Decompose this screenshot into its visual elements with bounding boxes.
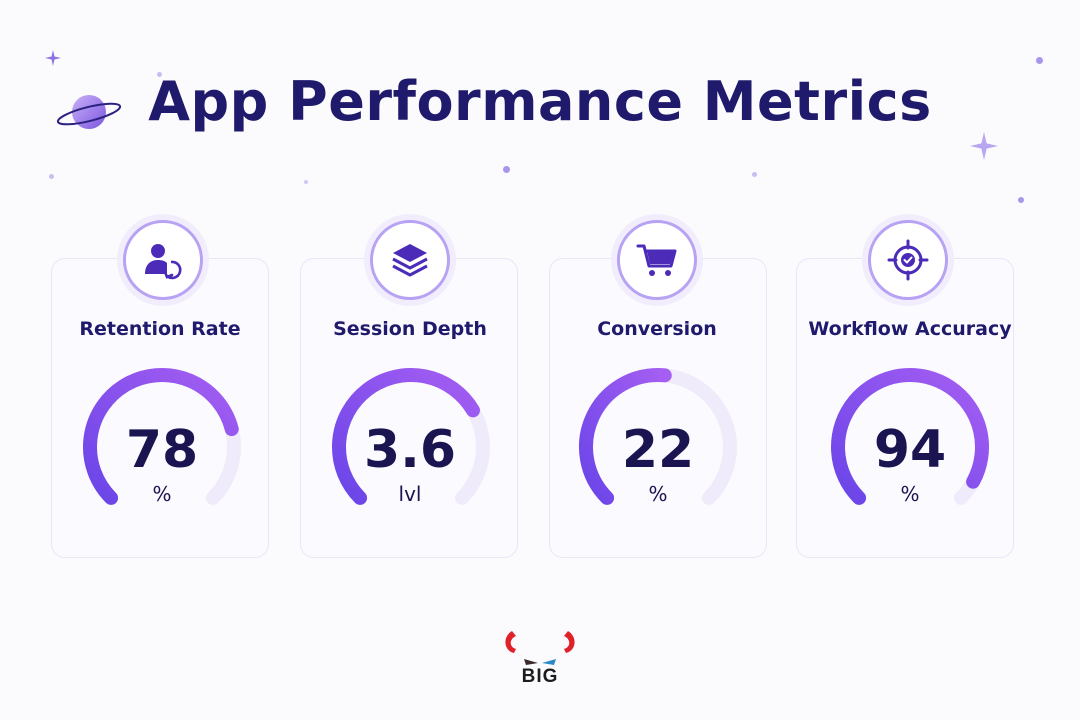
decor-dot [304, 180, 308, 184]
gauge-fill [579, 368, 672, 505]
metric-label: Workflow Accuracy [808, 318, 1012, 340]
gauge-fill [831, 368, 989, 505]
workflow-accuracy-gauge [831, 368, 989, 505]
metric-label: Conversion [597, 318, 717, 340]
retention-gauge [83, 368, 241, 505]
metric-icon-badge [868, 220, 948, 300]
metric-card-session-depth [300, 258, 518, 558]
brand-logo [505, 631, 575, 665]
decor-dot [1018, 197, 1024, 203]
metric-icon-badge [617, 220, 697, 300]
decor-dot [49, 174, 54, 179]
metric-unit: % [648, 482, 668, 506]
decor-dot [752, 172, 757, 177]
metric-value: 78 [125, 420, 199, 480]
metric-icon-badge [370, 220, 450, 300]
metric-value: 94 [873, 420, 947, 480]
metric-label: Retention Rate [79, 318, 241, 340]
metric-unit: % [900, 482, 920, 506]
layers-icon [392, 244, 428, 277]
metric-icon-badge [123, 220, 203, 300]
metric-value: 22 [621, 420, 695, 480]
metric-unit: lvl [398, 482, 422, 506]
conversion-gauge [579, 368, 737, 505]
metric-value: 3.6 [363, 420, 457, 480]
metric-card-conversion [549, 258, 767, 558]
metric-card-retention [51, 258, 269, 558]
session-depth-gauge [332, 368, 490, 505]
metric-label: Session Depth [333, 318, 487, 340]
sparkle-icon [970, 132, 998, 160]
decor-dot [503, 166, 510, 173]
brand-logo-text: BIG [521, 666, 559, 687]
shopping-cart-icon [636, 244, 677, 276]
planet-icon [56, 95, 122, 129]
gauge-fill [83, 368, 239, 505]
gauge-fill [332, 368, 480, 505]
decor-dot [157, 72, 162, 77]
decor-dot [1036, 57, 1043, 64]
user-refresh-icon [145, 244, 182, 280]
metric-unit: % [152, 482, 172, 506]
sparkle-icon [45, 50, 61, 66]
target-check-icon [887, 239, 929, 281]
page-title: App Performance Metrics [148, 70, 932, 133]
